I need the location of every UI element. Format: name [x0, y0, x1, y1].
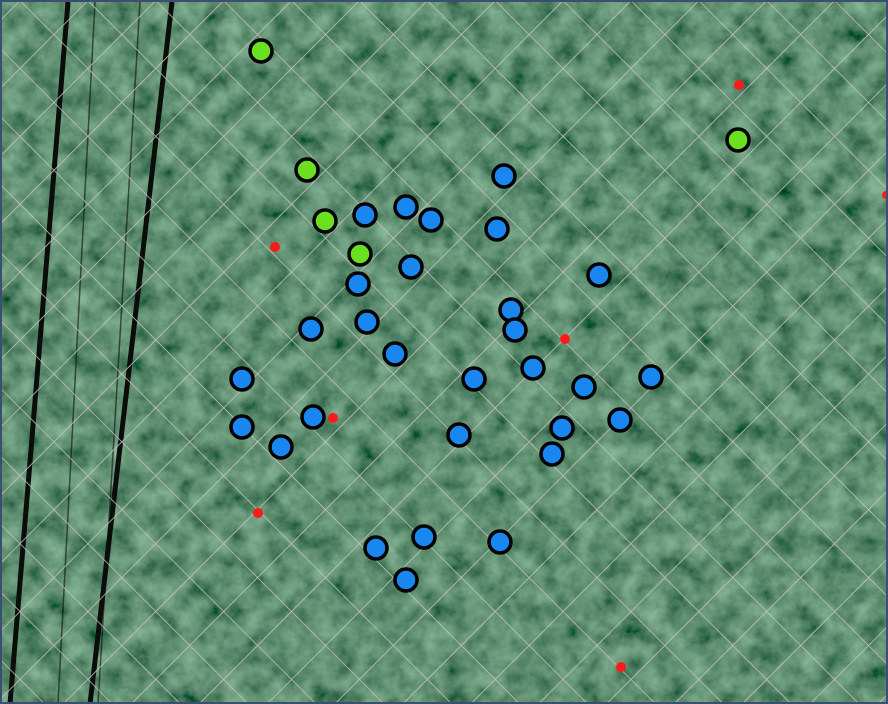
blue-marker [549, 415, 575, 441]
blue-marker [393, 194, 419, 220]
blue-marker [502, 317, 528, 343]
green-marker [347, 241, 373, 267]
blue-marker [393, 567, 419, 593]
red-marker [560, 334, 570, 344]
blue-marker [484, 216, 510, 242]
blue-marker [398, 254, 424, 280]
blue-marker [520, 355, 546, 381]
green-marker [248, 38, 274, 64]
red-marker [616, 662, 626, 672]
blue-marker [607, 407, 633, 433]
blue-marker [229, 414, 255, 440]
blue-marker [571, 374, 597, 400]
blue-marker [487, 529, 513, 555]
blue-marker [491, 163, 517, 189]
blue-marker [446, 422, 472, 448]
green-marker [725, 127, 751, 153]
red-marker [253, 508, 263, 518]
blue-marker [352, 202, 378, 228]
blue-marker [586, 262, 612, 288]
red-marker [328, 413, 338, 423]
blue-marker [354, 309, 380, 335]
blue-marker [461, 366, 487, 392]
blue-marker [411, 524, 437, 550]
blue-marker [268, 434, 294, 460]
red-marker [270, 242, 280, 252]
blue-marker [638, 364, 664, 390]
blue-marker [300, 404, 326, 430]
blue-marker [418, 207, 444, 233]
blue-marker [298, 316, 324, 342]
blue-marker [539, 441, 565, 467]
blue-markers [229, 163, 664, 593]
blue-marker [345, 271, 371, 297]
blue-marker [229, 366, 255, 392]
green-marker [312, 208, 338, 234]
blue-marker [498, 297, 524, 323]
red-markers [253, 80, 888, 672]
red-marker [734, 80, 744, 90]
blue-marker [382, 341, 408, 367]
green-marker [294, 157, 320, 183]
green-markers [248, 38, 751, 267]
blue-marker [363, 535, 389, 561]
